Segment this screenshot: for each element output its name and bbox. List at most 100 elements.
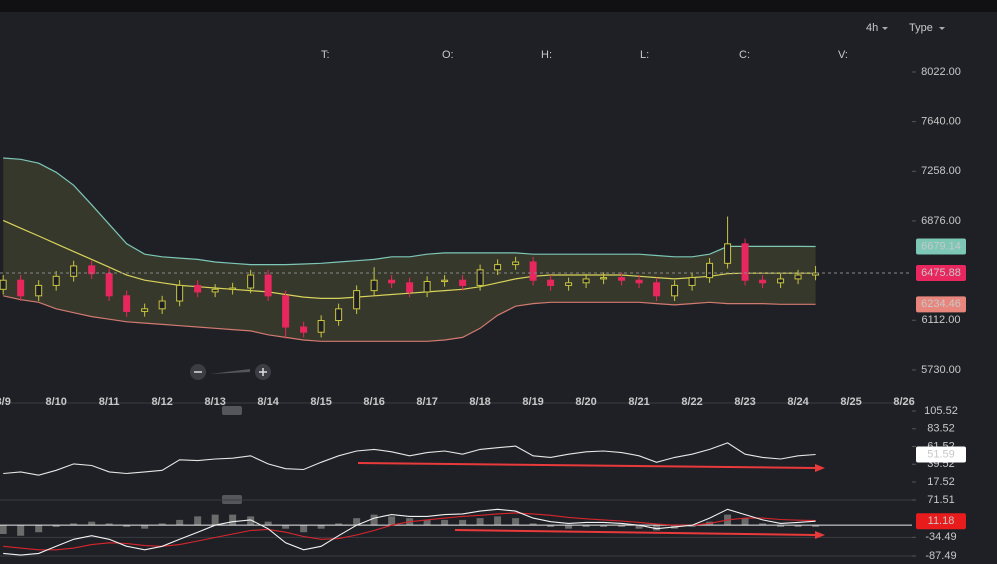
- upper-band-tag: 6679.14: [921, 240, 961, 252]
- plots: 8/9 8/10 8/11 8/12 8/13 8/14 8/15 8/16 8/17 8/18 8…: [0, 66, 961, 562]
- top-strip: [0, 0, 997, 12]
- plus-icon: [259, 368, 267, 376]
- candle-body: [123, 295, 131, 312]
- arrow-line: [357, 462, 816, 469]
- x-tick-label: 8/23: [734, 396, 755, 408]
- histogram-bar: [52, 525, 60, 527]
- caret: [882, 27, 888, 30]
- histogram-bar: [741, 518, 749, 526]
- histogram-bar: [582, 525, 590, 527]
- legend-label: O:: [442, 49, 454, 61]
- histogram-bar: [423, 519, 431, 526]
- indicator-line: [3, 442, 816, 476]
- candle-body: [724, 243, 732, 264]
- candle-body: [635, 279, 643, 284]
- legend-label: T:: [321, 49, 330, 61]
- histogram-bar: [441, 519, 449, 526]
- candle-body: [35, 284, 43, 297]
- legend-label: L:: [640, 49, 649, 61]
- y-tick-label: -87.49: [925, 550, 956, 562]
- histogram-bar: [123, 525, 131, 527]
- x-tick-label: 8/15: [310, 396, 331, 408]
- candle-body: [353, 290, 361, 310]
- candle-body: [582, 278, 590, 284]
- candle-body: [370, 279, 378, 292]
- interval-button[interactable]: 4h: [866, 22, 878, 34]
- candle-body: [423, 281, 431, 293]
- candle-body: [52, 275, 60, 286]
- histogram-bar: [688, 525, 696, 527]
- candle-body: [600, 277, 608, 280]
- histogram-bar: [812, 525, 820, 527]
- histogram-bar: [547, 525, 555, 527]
- candle-body: [476, 269, 484, 286]
- annotation-arrows: [357, 462, 825, 539]
- candle-body: [529, 261, 537, 281]
- histogram-bar: [512, 518, 520, 526]
- x-tick-label: 8/22: [681, 396, 702, 408]
- candle-body: [88, 265, 96, 275]
- histogram-bar: [141, 525, 149, 529]
- candle-body: [759, 279, 767, 284]
- candle-body: [264, 274, 272, 297]
- candle-body: [688, 277, 696, 286]
- macd-tag-bg: [916, 513, 966, 530]
- candle-body: [459, 279, 467, 286]
- histogram-bar: [70, 523, 78, 526]
- x-tick-label: 8/17: [416, 396, 437, 408]
- histogram-bar: [229, 514, 237, 526]
- histogram-bar: [300, 525, 308, 533]
- histogram-bar: [370, 514, 378, 526]
- y-tick-label: 5730.00: [921, 364, 961, 376]
- x-tick-label: 8/16: [363, 396, 384, 408]
- candle-body: [17, 279, 25, 297]
- histogram-bar: [88, 521, 96, 526]
- band-fill: [3, 158, 816, 342]
- y-tick-label: 105.52: [924, 405, 958, 417]
- candle-body: [0, 279, 7, 290]
- candle-body: [565, 282, 573, 286]
- histogram-bar: [565, 525, 573, 529]
- x-tick-label: 8/19: [522, 396, 543, 408]
- candle-body: [406, 282, 414, 293]
- histogram-bar: [17, 525, 25, 536]
- histogram-bar: [618, 525, 626, 527]
- histogram-bar: [794, 525, 802, 527]
- histogram-bar: [529, 523, 537, 526]
- histogram-bar: [476, 518, 484, 526]
- histogram-bar: [600, 525, 608, 527]
- arrow-head: [815, 464, 825, 472]
- histogram-bar: [388, 516, 396, 526]
- x-tick-label: 8/13: [204, 396, 225, 408]
- indicator-tag-bg: [916, 446, 966, 463]
- legend-label: C:: [739, 49, 750, 61]
- type-button[interactable]: Type: [909, 22, 933, 34]
- candle-body: [671, 284, 679, 297]
- panel-handle[interactable]: [222, 406, 242, 415]
- x-tick-label: 8/25: [840, 396, 861, 408]
- histogram-bar: [247, 516, 255, 526]
- candle-body: [494, 264, 502, 271]
- candle-body: [441, 279, 449, 283]
- signal-line: [3, 512, 816, 551]
- candle-body: [794, 274, 802, 280]
- histogram-bar: [317, 525, 325, 529]
- y-tick-label: 83.52: [927, 423, 955, 435]
- candle-body: [300, 326, 308, 333]
- candle-body: [388, 279, 396, 284]
- x-tick-label: 8/10: [45, 396, 66, 408]
- candle-body: [158, 300, 166, 310]
- histogram-bar: [211, 514, 219, 526]
- histogram-bar: [176, 519, 184, 526]
- zoom-slider[interactable]: [210, 369, 250, 374]
- candle-body: [211, 288, 219, 293]
- zoom-control: [190, 364, 271, 380]
- y-tick-label: 6112.00: [922, 314, 961, 326]
- histogram-bar: [0, 525, 7, 534]
- histogram-bar: [105, 523, 113, 526]
- candle-body: [141, 308, 149, 312]
- y-tick-label: 7258.00: [921, 165, 961, 177]
- candle-body: [317, 320, 325, 333]
- arrow-line: [454, 529, 816, 536]
